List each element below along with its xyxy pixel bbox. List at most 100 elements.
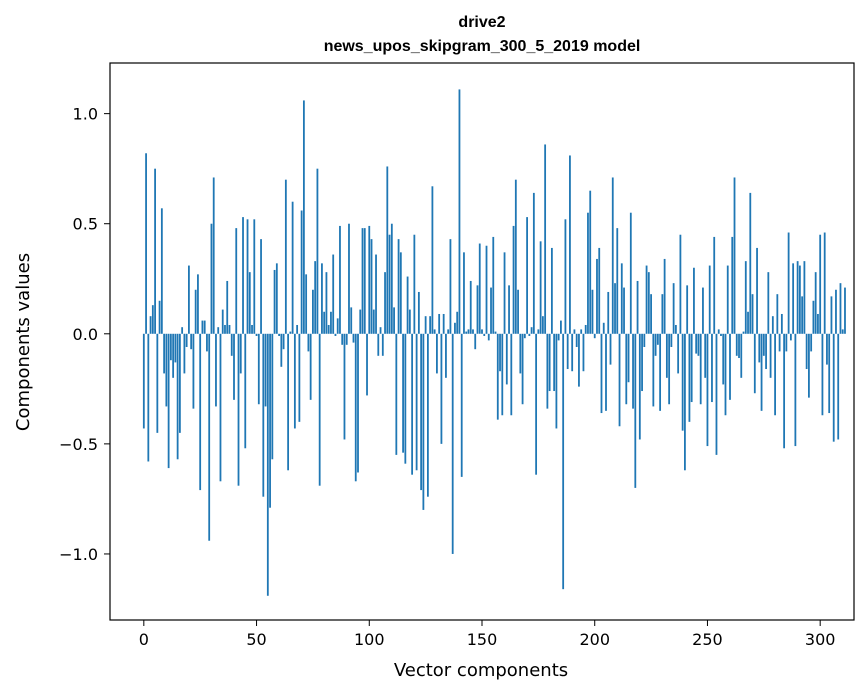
bar bbox=[323, 311, 326, 334]
bar bbox=[339, 225, 341, 334]
bar bbox=[803, 261, 806, 334]
bar bbox=[393, 307, 395, 334]
bar bbox=[433, 329, 436, 334]
bar bbox=[767, 272, 770, 334]
bar bbox=[695, 333, 698, 354]
bar bbox=[573, 329, 576, 334]
bar bbox=[647, 272, 650, 334]
bar bbox=[638, 333, 641, 440]
bar bbox=[526, 217, 528, 334]
bar bbox=[221, 309, 224, 334]
bar bbox=[611, 177, 614, 334]
x-tick-label: 0 bbox=[139, 630, 149, 649]
bar bbox=[508, 285, 510, 334]
bar bbox=[539, 241, 542, 334]
bar bbox=[316, 168, 319, 334]
bar bbox=[431, 186, 434, 334]
bar bbox=[273, 269, 276, 334]
bar bbox=[188, 265, 190, 334]
bar bbox=[456, 311, 459, 334]
bar bbox=[641, 333, 643, 392]
bar bbox=[226, 280, 229, 334]
bar bbox=[693, 267, 695, 334]
y-axis-label: Components values bbox=[13, 253, 34, 431]
bar bbox=[681, 333, 684, 431]
bar bbox=[142, 333, 145, 429]
bar bbox=[235, 228, 238, 334]
bar bbox=[280, 333, 283, 367]
bar bbox=[724, 333, 727, 416]
bar bbox=[643, 333, 646, 347]
y-tick-label: −1.0 bbox=[59, 545, 98, 564]
bar bbox=[350, 307, 353, 334]
bar bbox=[487, 333, 490, 341]
bar bbox=[408, 309, 411, 334]
x-tick-label: 250 bbox=[692, 630, 723, 649]
bar bbox=[332, 254, 335, 334]
bar bbox=[717, 329, 720, 334]
bar bbox=[512, 225, 515, 334]
bar bbox=[206, 333, 208, 352]
bar bbox=[314, 261, 317, 334]
bar bbox=[163, 333, 166, 374]
bar bbox=[808, 333, 810, 398]
bar bbox=[454, 322, 456, 334]
bar bbox=[485, 245, 488, 334]
bar bbox=[783, 333, 786, 449]
bar bbox=[354, 333, 357, 482]
bar bbox=[176, 333, 179, 460]
bar bbox=[474, 333, 477, 350]
bar bbox=[801, 296, 804, 334]
bar bbox=[210, 223, 213, 334]
bar bbox=[178, 333, 181, 433]
bar bbox=[729, 333, 731, 400]
bar bbox=[650, 294, 652, 334]
bar bbox=[490, 287, 492, 334]
bar bbox=[661, 294, 664, 334]
bar bbox=[372, 309, 375, 334]
bar bbox=[217, 327, 220, 334]
bar bbox=[519, 333, 522, 374]
bar bbox=[219, 333, 222, 482]
bar bbox=[785, 333, 788, 352]
bar bbox=[384, 272, 386, 334]
bar bbox=[282, 333, 285, 350]
bar bbox=[501, 333, 504, 416]
bar bbox=[321, 263, 323, 334]
bar bbox=[149, 316, 152, 334]
bar bbox=[233, 333, 235, 400]
bar bbox=[305, 274, 308, 334]
bar bbox=[478, 243, 481, 334]
bar bbox=[302, 100, 305, 334]
bar bbox=[359, 309, 362, 334]
bar bbox=[284, 179, 287, 334]
bar bbox=[614, 283, 616, 334]
bar bbox=[699, 333, 702, 405]
bar bbox=[460, 333, 463, 477]
bar bbox=[275, 263, 278, 334]
bar bbox=[251, 324, 253, 334]
bar bbox=[411, 333, 414, 475]
bar bbox=[740, 333, 743, 378]
bar bbox=[776, 294, 779, 334]
bar bbox=[571, 333, 574, 372]
bar bbox=[262, 333, 265, 497]
bar bbox=[255, 333, 258, 336]
bar bbox=[293, 333, 296, 429]
bar bbox=[751, 294, 754, 334]
x-axis-label: Vector components bbox=[394, 660, 568, 681]
bar bbox=[199, 333, 202, 491]
bar bbox=[632, 333, 634, 409]
x-tick-label: 200 bbox=[579, 630, 610, 649]
bar bbox=[706, 333, 709, 447]
bar bbox=[253, 219, 256, 334]
bar bbox=[582, 333, 585, 372]
bar bbox=[260, 239, 262, 334]
bars-group bbox=[142, 89, 846, 596]
bar bbox=[541, 316, 544, 334]
bar bbox=[677, 333, 680, 374]
bar bbox=[325, 272, 328, 334]
bar bbox=[413, 234, 416, 334]
bar bbox=[309, 333, 312, 400]
bar bbox=[537, 329, 540, 334]
